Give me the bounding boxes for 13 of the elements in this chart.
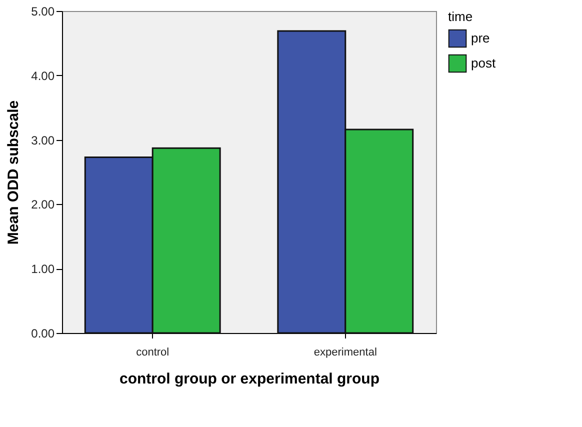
y-tick-label: 0.00 [31,326,55,340]
y-tick-label: 2.00 [31,198,55,212]
legend-label: post [471,56,496,70]
y-tick-label: 5.00 [31,4,55,18]
y-axis-title: Mean ODD subscale [5,100,22,245]
y-tick-label: 1.00 [31,262,55,276]
y-tick-label: 4.00 [31,68,55,83]
x-axis-title: control group or experimental group [119,370,380,388]
x-tick-label: experimental [314,346,377,358]
y-tick-label: 3.00 [31,133,55,148]
x-tick-label: control [136,346,170,358]
legend-label: pre [471,30,490,46]
legend-title: time [448,9,473,24]
